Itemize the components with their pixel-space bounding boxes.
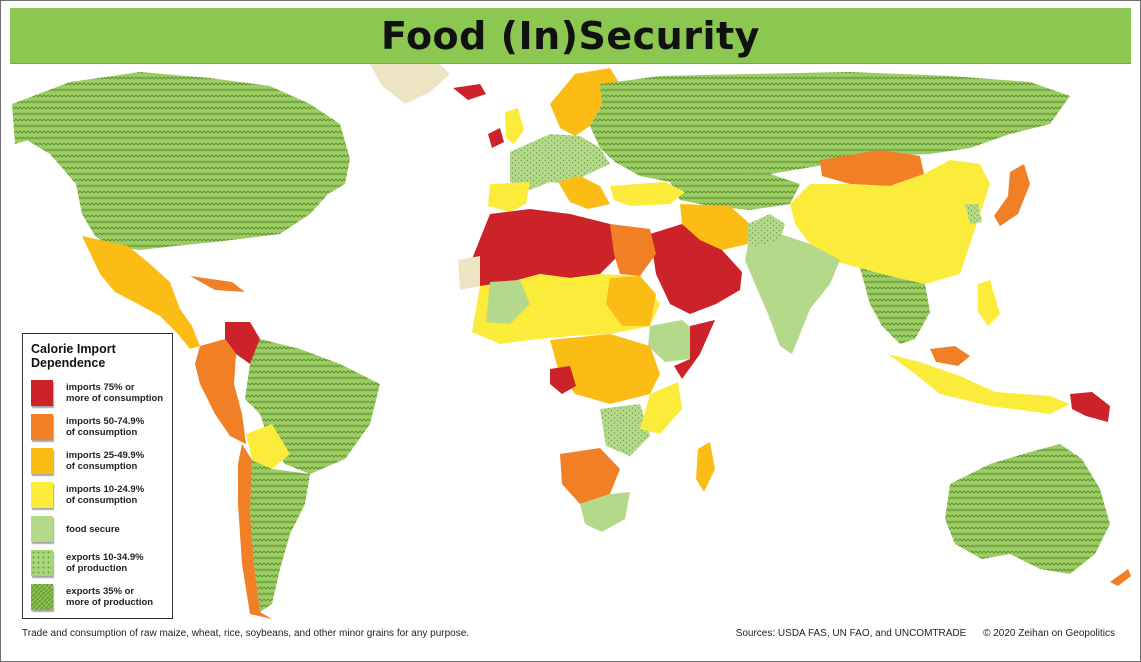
legend-swatch-imports-25 — [31, 448, 53, 474]
region-egypt — [610, 224, 656, 276]
region-italy-balkans — [558, 176, 610, 209]
region-iberia — [488, 182, 530, 212]
legend-label-exports-10: exports 10-34.9% of production — [66, 552, 144, 574]
region-east-africa — [640, 382, 682, 434]
legend-item-imports-10: imports 10-24.9% of consumption — [31, 482, 166, 508]
region-gabon — [550, 366, 576, 394]
region-north-africa — [470, 209, 620, 286]
region-argentina — [250, 460, 310, 612]
region-alaska — [12, 94, 70, 144]
region-arabia — [650, 224, 742, 314]
sources-text: Sources: USDA FAS, UN FAO, and UNCOMTRAD… — [735, 628, 967, 639]
region-iceland — [453, 84, 486, 100]
legend-swatch-imports-10 — [31, 482, 53, 508]
region-venezuela — [225, 322, 260, 364]
region-chile — [238, 444, 272, 619]
region-somalia — [674, 320, 715, 379]
region-russia — [590, 72, 1070, 182]
region-new-zealand — [1110, 569, 1131, 586]
footer-note: Trade and consumption of raw maize, whea… — [22, 628, 470, 639]
legend-label-imports-10: imports 10-24.9% of consumption — [66, 484, 145, 506]
region-japan — [994, 164, 1030, 226]
region-western-europe — [510, 134, 610, 190]
legend-label-imports-25: imports 25-49.9% of consumption — [66, 450, 145, 472]
region-central-america — [160, 309, 200, 349]
region-ethiopia — [648, 320, 700, 362]
region-philippines — [978, 280, 1000, 326]
legend-item-imports-50: imports 50-74.9% of consumption — [31, 414, 166, 440]
legend-label-imports-50: imports 50-74.9% of consumption — [66, 416, 145, 438]
legend-swatch-exports-35 — [31, 584, 53, 610]
legend-title: Calorie Import Dependence — [31, 342, 116, 370]
region-uk — [505, 108, 524, 144]
region-western-sahara — [458, 256, 480, 290]
region-andes-west — [195, 339, 246, 444]
region-malaysia — [930, 346, 970, 366]
legend-swatch-food-secure — [31, 516, 53, 542]
legend-item-imports-75: imports 75% or more of consumption — [31, 380, 166, 406]
legend-item-exports-10: exports 10-34.9% of production — [31, 550, 166, 576]
legend: Calorie Import Dependence imports 75% or… — [22, 333, 173, 619]
region-central-africa — [550, 334, 660, 404]
legend-item-food-secure: food secure — [31, 516, 166, 542]
region-ireland — [488, 128, 504, 148]
legend-label-imports-75: imports 75% or more of consumption — [66, 382, 164, 404]
credit-text: © 2020 Zeihan on Geopolitics — [983, 628, 1115, 639]
legend-swatch-exports-10 — [31, 550, 53, 576]
legend-swatch-imports-75 — [31, 380, 53, 406]
legend-items: imports 75% or more of consumption import… — [31, 380, 166, 610]
map-title: Food (In)Security — [381, 13, 760, 58]
region-pakistan — [748, 214, 785, 246]
region-korea — [965, 204, 982, 224]
legend-swatch-imports-50 — [31, 414, 53, 440]
title-bar: Food (In)Security — [10, 8, 1131, 64]
region-southern-africa — [560, 448, 620, 504]
region-png — [1070, 392, 1110, 422]
legend-item-exports-35: exports 35% or more of production — [31, 584, 166, 610]
region-drc — [600, 404, 650, 456]
region-mexico — [82, 236, 180, 316]
region-caribbean — [190, 276, 245, 292]
region-mongolia — [820, 150, 924, 186]
region-north-america — [12, 72, 350, 250]
region-greenland — [370, 64, 450, 104]
footer-sources: Sources: USDA FAS, UN FAO, and UNCOMTRAD… — [722, 628, 1115, 639]
legend-label-food-secure: food secure — [66, 523, 120, 535]
region-china — [790, 160, 990, 284]
region-sudan — [606, 276, 656, 326]
region-south-africa — [580, 492, 630, 532]
region-mali — [486, 280, 530, 324]
region-australia — [945, 444, 1110, 574]
region-iran — [680, 204, 750, 250]
region-kazakhstan — [670, 174, 800, 210]
region-indonesia — [888, 354, 1070, 414]
legend-item-imports-25: imports 25-49.9% of consumption — [31, 448, 166, 474]
region-india — [745, 234, 840, 354]
region-bolivia — [246, 424, 290, 469]
region-madagascar — [696, 442, 715, 492]
region-se-asia — [860, 268, 930, 344]
world-map — [10, 64, 1131, 624]
region-turkey — [610, 182, 685, 206]
legend-label-exports-35: exports 35% or more of production — [66, 586, 154, 608]
